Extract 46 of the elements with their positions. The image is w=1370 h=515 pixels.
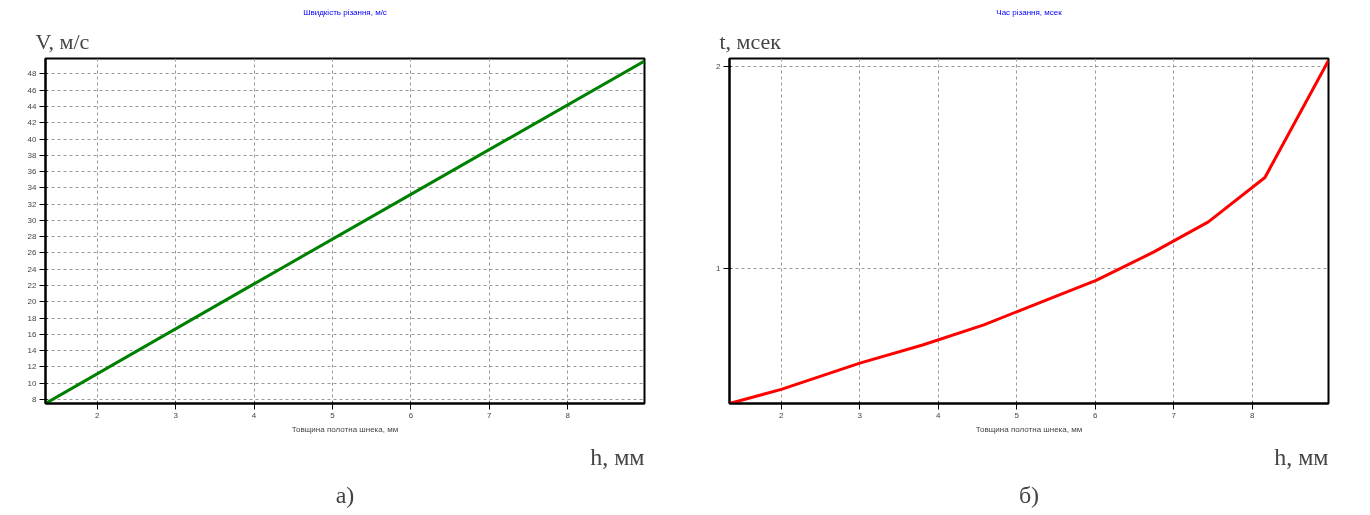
x-tick-label: 6	[1093, 410, 1099, 420]
y-tick-label: 8	[32, 394, 38, 404]
y-tick-label: 1	[716, 263, 722, 273]
x-tick-label: 8	[1250, 410, 1256, 420]
x-tick-label: 7	[487, 410, 493, 420]
x-tick-label: 2	[95, 410, 101, 420]
text: h, мм	[590, 443, 645, 470]
y-axis-title: t, мсек	[719, 28, 782, 54]
y-tick-label: 34	[27, 183, 38, 193]
y-tick-label: 14	[27, 346, 38, 356]
chart-title: Час різання, мсек	[996, 7, 1063, 17]
x-tick-label: 6	[408, 410, 414, 420]
y-tick-label: 18	[27, 313, 38, 323]
y-tick-label: 38	[27, 150, 38, 160]
x-tick-label: 4	[251, 410, 257, 420]
y-tick-label: 24	[27, 264, 38, 274]
y-tick-label: 28	[27, 232, 38, 242]
chart-title: Швидкість різання, м/с	[303, 7, 387, 17]
x-tick-label: 2	[779, 410, 785, 420]
x-tick-label: 5	[1014, 410, 1020, 420]
y-tick-label: 40	[27, 134, 38, 144]
x-axis-title: Товщина полотна шнека, мм	[975, 424, 1083, 434]
y-tick-label: 42	[27, 118, 38, 128]
y-tick-label: 44	[27, 102, 38, 112]
y-axis-title: V, м/с	[35, 28, 90, 54]
x-tick-label: 4	[936, 410, 942, 420]
y-tick-label: 20	[27, 297, 38, 307]
y-tick-label: 26	[27, 248, 38, 258]
x-tick-label: 8	[565, 410, 571, 420]
x-axis-title: Товщина полотна шнека, мм	[291, 424, 399, 434]
x-tick-label: 5	[330, 410, 336, 420]
x-tick-label: 3	[173, 410, 179, 420]
x-tick-label: 3	[857, 410, 863, 420]
y-tick-label: 16	[27, 329, 38, 339]
y-tick-label: 12	[27, 362, 38, 372]
text: б)	[1018, 481, 1040, 508]
y-tick-label: 48	[27, 69, 38, 79]
y-tick-label: 32	[27, 199, 38, 209]
y-tick-label: 46	[27, 85, 38, 95]
y-tick-label: 36	[27, 167, 38, 177]
text: а)	[335, 481, 355, 508]
text: h, мм	[1274, 443, 1329, 470]
y-tick-label: 30	[27, 215, 38, 225]
y-tick-label: 10	[27, 378, 38, 388]
x-tick-label: 7	[1171, 410, 1177, 420]
y-tick-label: 22	[27, 281, 38, 291]
